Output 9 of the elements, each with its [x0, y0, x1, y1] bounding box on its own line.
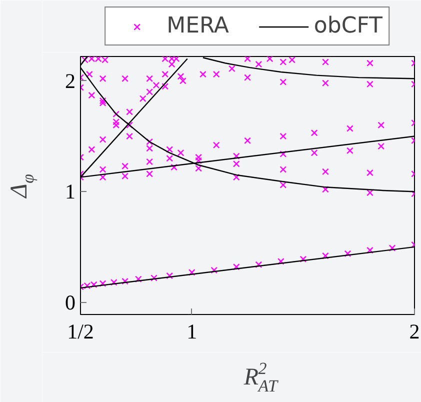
y-tick-label: 0 [65, 290, 76, 314]
legend-label: obCFT [314, 14, 382, 38]
x-tick-label: 1/2 [67, 320, 94, 344]
y-axis-title: Δφ [6, 174, 38, 199]
x-tick-label: 2 [409, 320, 420, 344]
y-tick-label: 1 [65, 180, 76, 204]
x-tick-label: 1 [186, 320, 198, 344]
legend-label: MERA [166, 14, 229, 38]
y-tick-label: 2 [65, 68, 76, 93]
